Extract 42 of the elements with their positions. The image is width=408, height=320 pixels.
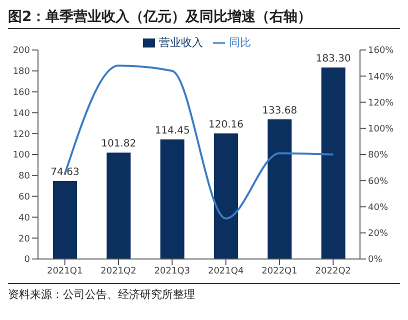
y-tick-label: 160 bbox=[12, 88, 30, 98]
x-tick-label: 2021Q1 bbox=[46, 266, 83, 276]
data-label: 101.82 bbox=[101, 138, 136, 150]
bar bbox=[268, 119, 292, 259]
data-label: 183.30 bbox=[316, 53, 351, 64]
data-label: 114.45 bbox=[154, 125, 190, 136]
y-tick-label: 200 bbox=[12, 46, 30, 56]
x-tick-label: 2021Q3 bbox=[154, 266, 190, 276]
y-tick-label: 60 bbox=[18, 192, 30, 202]
x-tick-label: 2022Q1 bbox=[262, 266, 298, 276]
y2-tick-label: 140% bbox=[368, 72, 394, 82]
bar bbox=[321, 67, 346, 259]
bar bbox=[214, 133, 238, 259]
bar bbox=[53, 181, 77, 259]
y-tick-label: 120 bbox=[12, 130, 30, 140]
legend-label: 同比 bbox=[229, 36, 251, 49]
y2-tick-label: 60% bbox=[368, 176, 388, 187]
legend-label: 营业收入 bbox=[159, 36, 203, 49]
y2-tick-label: 0% bbox=[368, 255, 383, 266]
x-tick-label: 2021Q2 bbox=[100, 266, 136, 276]
data-label: 133.68 bbox=[262, 105, 298, 116]
y-tick-label: 80 bbox=[18, 172, 30, 182]
bar bbox=[160, 139, 184, 259]
x-tick-label: 2022Q2 bbox=[315, 266, 352, 276]
y-tick-label: 0 bbox=[24, 255, 30, 266]
chart-title: 图2：单季营业收入（亿元）及同比增速（右轴） bbox=[8, 8, 400, 29]
y-tick-label: 40 bbox=[18, 213, 30, 224]
y2-tick-label: 160% bbox=[368, 46, 394, 56]
x-tick-label: 2021Q4 bbox=[208, 266, 244, 276]
data-label: 120.16 bbox=[208, 119, 244, 130]
y-tick-label: 180 bbox=[12, 67, 30, 78]
y2-tick-label: 20% bbox=[368, 229, 388, 240]
text: 资料来源：公司公告、经济研究所整理 bbox=[8, 287, 196, 302]
y2-tick-label: 120% bbox=[368, 98, 394, 108]
y-tick-label: 140 bbox=[12, 108, 30, 119]
data-label: 74.63 bbox=[50, 167, 80, 178]
y2-tick-label: 100% bbox=[368, 124, 394, 135]
bar bbox=[106, 152, 131, 259]
y-tick-label: 100 bbox=[12, 150, 30, 161]
y-tick-label: 20 bbox=[18, 234, 30, 244]
y2-tick-label: 80% bbox=[368, 150, 388, 161]
y2-tick-label: 40% bbox=[368, 202, 388, 213]
